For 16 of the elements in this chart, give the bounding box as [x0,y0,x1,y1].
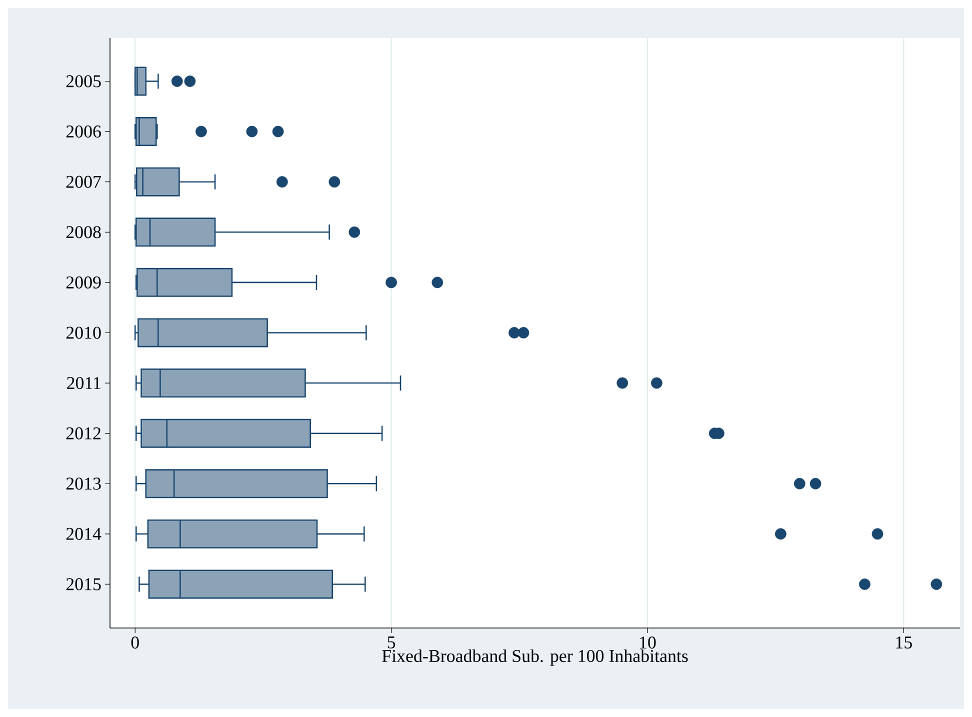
y-tick-label: 2008 [66,226,101,238]
y-tick-label: 2010 [66,326,101,339]
y-tick-label: 2015 [66,578,101,590]
x-tick-label: 15 [896,636,912,649]
y-tick-label: 2012 [66,427,101,440]
y-tick-label: 2006 [66,125,101,138]
x-tick-label: 10 [640,636,656,649]
y-tick-label: 2009 [66,276,101,288]
y-tick-label: 2011 [67,376,100,390]
y-tick-label: 2005 [66,75,101,88]
y-tick-label: 2013 [66,478,101,490]
y-tick-label: 2007 [66,176,101,188]
y-tick-label: 2014 [66,528,102,540]
x-axis-title: Fixed-Broadband Sub. per 100 Inhabitants [382,649,688,666]
x-tick-label: 5 [388,636,396,648]
x-tick-label: 0 [131,636,139,649]
